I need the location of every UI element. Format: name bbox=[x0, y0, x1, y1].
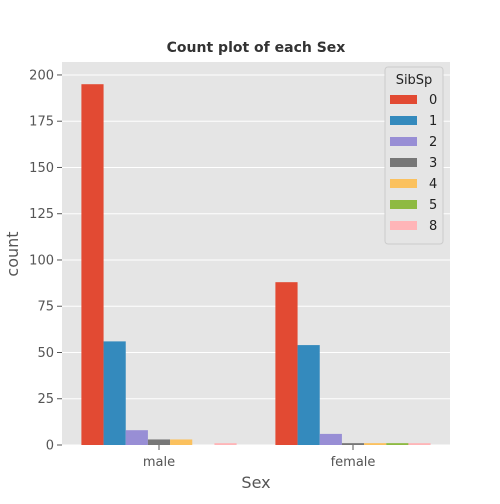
y-tick-label: 25 bbox=[37, 392, 54, 407]
bar-male-sibsp-4 bbox=[170, 439, 193, 445]
legend-label-8: 8 bbox=[429, 219, 437, 234]
y-axis-ticks: 0 25 50 75 100 125 150 175 200 bbox=[29, 68, 62, 454]
legend: SibSp 0 1 2 3 4 5 8 bbox=[384, 66, 444, 245]
bar-female-sibsp-5 bbox=[386, 443, 409, 445]
legend-label-2: 2 bbox=[429, 135, 437, 150]
legend-swatch-1 bbox=[390, 116, 417, 125]
legend-label-0: 0 bbox=[429, 93, 437, 108]
bar-female-sibsp-4 bbox=[364, 443, 387, 445]
x-axis-label: Sex bbox=[241, 473, 270, 492]
bars bbox=[81, 84, 431, 446]
legend-label-5: 5 bbox=[429, 198, 437, 213]
legend-label-4: 4 bbox=[429, 177, 437, 192]
legend-swatch-4 bbox=[390, 179, 417, 188]
bar-male-sibsp-8 bbox=[214, 443, 237, 445]
bar-male-sibsp-2 bbox=[125, 430, 148, 445]
y-tick-label: 100 bbox=[29, 253, 54, 268]
y-tick-label: 125 bbox=[29, 207, 54, 222]
y-tick-label: 0 bbox=[46, 439, 54, 454]
legend-label-3: 3 bbox=[429, 156, 437, 171]
legend-items: 0 1 2 3 4 5 8 bbox=[390, 93, 437, 234]
bar-male-sibsp-1 bbox=[103, 341, 126, 445]
y-axis-label: count bbox=[3, 231, 22, 276]
legend-swatch-5 bbox=[390, 200, 417, 209]
legend-swatch-2 bbox=[390, 137, 417, 146]
x-axis-ticks: male female bbox=[143, 445, 376, 470]
chart-title: Count plot of each Sex bbox=[167, 40, 346, 56]
y-tick-label: 175 bbox=[29, 115, 54, 130]
y-tick-label: 50 bbox=[37, 346, 54, 361]
bar-female-sibsp-3 bbox=[341, 443, 365, 445]
legend-box bbox=[384, 66, 444, 245]
y-tick-label: 75 bbox=[37, 300, 54, 315]
legend-swatch-0 bbox=[390, 95, 417, 104]
bar-female-sibsp-0 bbox=[275, 282, 298, 445]
bar-female-sibsp-1 bbox=[297, 345, 320, 445]
x-tick-label-male: male bbox=[143, 455, 175, 470]
y-tick-label: 150 bbox=[29, 161, 54, 176]
x-tick-label-female: female bbox=[331, 455, 376, 470]
y-tick-label: 200 bbox=[29, 68, 54, 83]
legend-title: SibSp bbox=[396, 73, 433, 88]
legend-swatch-3 bbox=[390, 158, 417, 167]
legend-label-1: 1 bbox=[429, 114, 437, 129]
bar-female-sibsp-8 bbox=[408, 443, 431, 445]
bar-male-sibsp-0 bbox=[81, 84, 104, 446]
legend-swatch-8 bbox=[390, 221, 417, 230]
bar-male-sibsp-3 bbox=[147, 439, 171, 445]
bar-female-sibsp-2 bbox=[319, 433, 342, 445]
